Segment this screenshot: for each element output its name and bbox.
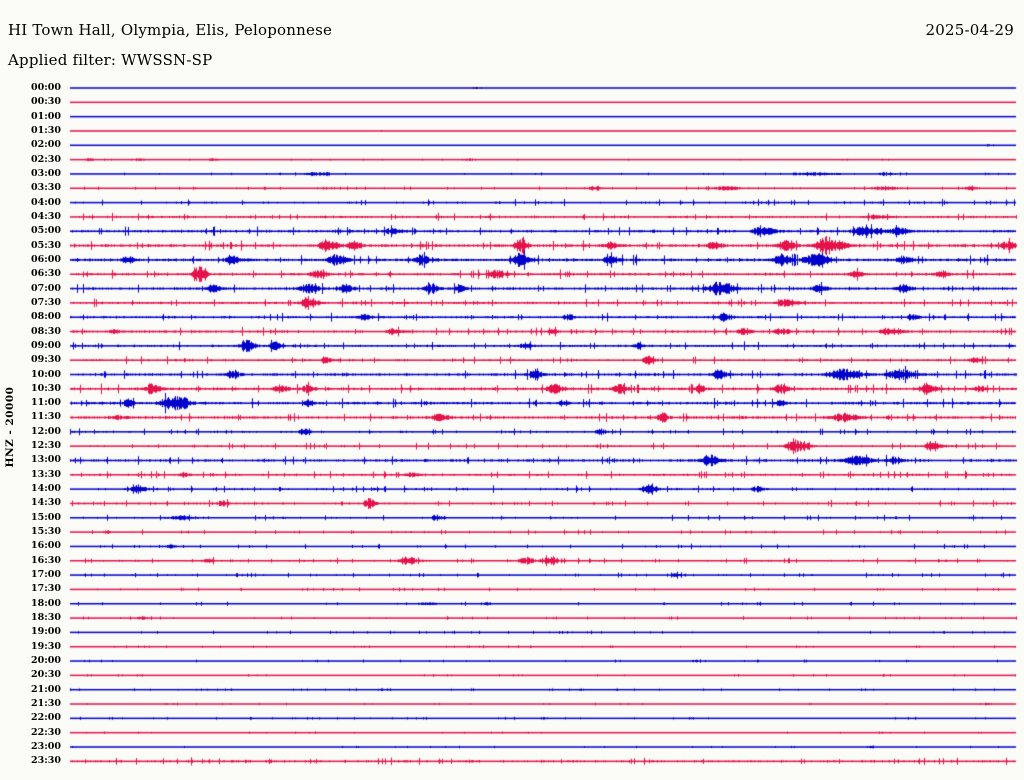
time-label-0600: 06:00 (31, 253, 61, 265)
station-title: HI Town Hall, Olympia, Elis, Peloponnese (8, 21, 333, 39)
channel-gain-label: HNZ - 20000 (4, 386, 16, 468)
time-label-1200: 12:00 (31, 425, 61, 437)
time-label-1900: 19:00 (31, 626, 61, 638)
time-label-1730: 17:30 (31, 583, 61, 595)
time-label-2100: 21:00 (31, 683, 61, 695)
time-label-0130: 01:30 (31, 124, 61, 136)
time-label-2000: 20:00 (31, 655, 61, 667)
time-label-1630: 16:30 (31, 554, 61, 566)
time-label-2130: 21:30 (31, 698, 61, 710)
time-label-1930: 19:30 (31, 640, 61, 652)
time-label-1330: 13:30 (31, 468, 61, 480)
time-label-2330: 23:30 (31, 755, 61, 767)
time-label-2030: 20:30 (31, 669, 61, 681)
time-label-1430: 14:30 (31, 497, 61, 509)
time-label-0830: 08:30 (31, 325, 61, 337)
time-label-2230: 22:30 (31, 726, 61, 738)
time-label-1130: 11:30 (31, 411, 61, 423)
time-label-2200: 22:00 (31, 712, 61, 724)
time-label-0530: 05:30 (31, 239, 61, 251)
time-label-0800: 08:00 (31, 311, 61, 323)
time-label-0700: 07:00 (31, 282, 61, 294)
time-label-0930: 09:30 (31, 354, 61, 366)
time-label-0200: 02:00 (31, 139, 61, 151)
applied-filter-label: Applied filter: WWSSN-SP (8, 51, 213, 69)
time-label-1500: 15:00 (31, 511, 61, 523)
time-label-0900: 09:00 (31, 339, 61, 351)
time-label-1400: 14:00 (31, 483, 61, 495)
time-label-0230: 02:30 (31, 153, 61, 165)
time-label-0030: 00:30 (31, 96, 61, 108)
time-label-0400: 04:00 (31, 196, 61, 208)
time-label-1000: 10:00 (31, 368, 61, 380)
time-label-2300: 23:00 (31, 740, 61, 752)
time-label-0300: 03:00 (31, 167, 61, 179)
time-label-0100: 01:00 (31, 110, 61, 122)
time-label-0430: 04:30 (31, 210, 61, 222)
time-label-1030: 10:30 (31, 382, 61, 394)
time-label-1300: 13:00 (31, 454, 61, 466)
time-label-1530: 15:30 (31, 526, 61, 538)
time-label-1700: 17:00 (31, 569, 61, 581)
date-label: 2025-04-29 (925, 21, 1014, 39)
time-label-0500: 05:00 (31, 225, 61, 237)
time-label-1830: 18:30 (31, 612, 61, 624)
time-label-0630: 06:30 (31, 268, 61, 280)
time-label-1100: 11:00 (31, 397, 61, 409)
time-label-0000: 00:00 (31, 82, 61, 93)
time-label-1800: 18:00 (31, 597, 61, 609)
time-label-0730: 07:30 (31, 296, 61, 308)
time-label-1600: 16:00 (31, 540, 61, 552)
time-label-1230: 12:30 (31, 440, 61, 452)
time-label-0330: 03:30 (31, 182, 61, 194)
